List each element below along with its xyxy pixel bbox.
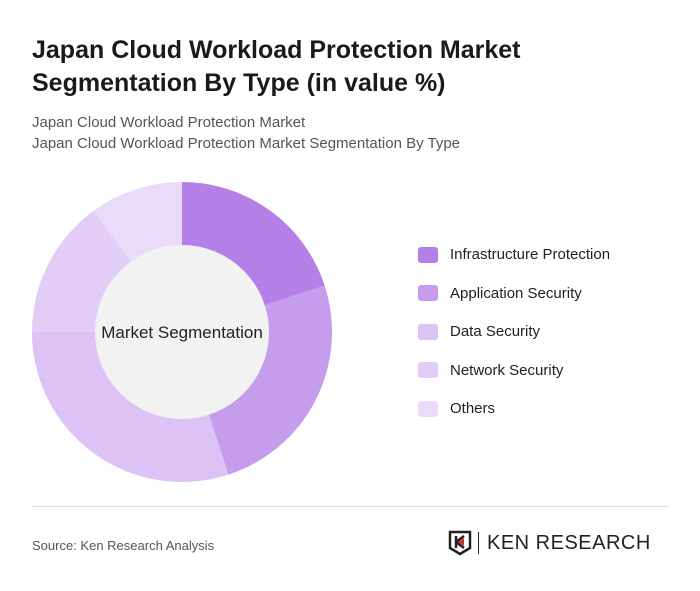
ken-research-logo: KEN RESEARCH [448,530,651,556]
ken-logo-icon [448,530,472,556]
legend-label: Application Security [450,284,582,302]
legend-swatch [418,362,438,378]
legend-item: Data Security [418,322,610,341]
chart-title: Japan Cloud Workload Protection Market S… [32,36,521,97]
legend-label: Network Security [450,361,564,379]
center-label: Market Segmentation [101,323,263,342]
legend: Infrastructure Protection Application Se… [418,245,610,438]
donut-chart: Market Segmentation [32,182,332,483]
divider [32,506,668,507]
subtitle-line-2: Japan Cloud Workload Protection Market S… [32,135,461,152]
legend-label: Infrastructure Protection [450,246,611,263]
legend-label: Others [450,400,496,417]
legend-swatch [418,323,438,340]
legend-swatch [418,400,438,417]
source-note: Source: Ken Research Analysis [32,538,215,553]
subtitle-line-1: Japan Cloud Workload Protection Market [32,114,306,131]
legend-swatch [418,246,438,263]
legend-item: Others [418,399,610,418]
legend-item: Infrastructure Protection [418,245,610,264]
legend-swatch [418,285,438,301]
legend-item: Application Security [418,284,610,303]
legend-label: Data Security [450,323,541,340]
logo-text: KEN RESEARCH [487,531,651,554]
donut-hole [95,245,269,419]
legend-item: Network Security [418,361,610,380]
